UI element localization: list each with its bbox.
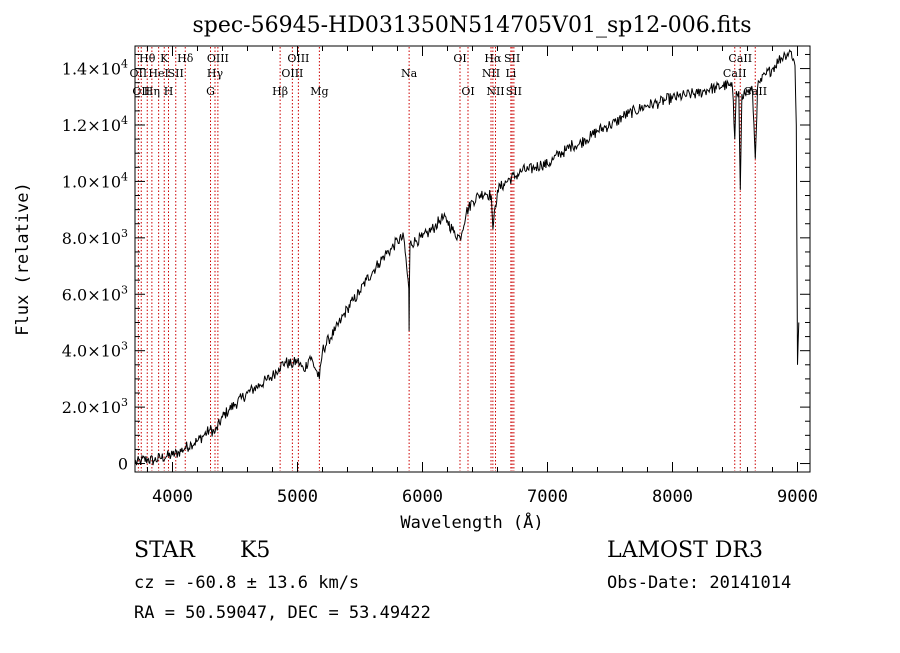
line-label: NII [482, 67, 500, 80]
x-axis-label: Wavelength (Å) [400, 511, 543, 533]
line-label: CaII [728, 52, 752, 65]
y-tick-label: 1.2×104 [62, 114, 128, 135]
line-label: Hδ [177, 52, 194, 65]
line-label: Hα [484, 52, 502, 65]
object-class: STAR [134, 538, 195, 563]
x-tick-label: 9000 [777, 487, 818, 507]
line-label: Hθ [139, 52, 156, 65]
line-label: NII [486, 85, 504, 98]
x-tick-label: 5000 [277, 487, 318, 507]
spectrum-layer [134, 49, 800, 466]
spectral-line-labels: OII OII Hθ Hη HeI K H SII Hδ G Hγ OIII Hβ OIII OIII Mg N… [130, 52, 768, 98]
y-tick-label: 2.0×103 [62, 396, 128, 417]
line-label: SII [504, 52, 520, 65]
y-tick-label: 8.0×103 [62, 227, 128, 248]
line-label: OIII [287, 52, 309, 65]
line-label: OIII [207, 52, 229, 65]
x-axis-ticks: 4000 5000 6000 7000 8000 9000 [147, 46, 818, 507]
line-label: Li [505, 67, 516, 80]
spectral-line-markers [137, 47, 756, 471]
line-label: OII [132, 85, 150, 98]
line-label: CaII [723, 67, 747, 80]
line-label: Hγ [207, 67, 224, 80]
spectrum-line [134, 49, 800, 466]
survey-name: LAMOST DR3 [607, 538, 763, 563]
y-tick-label: 1.0×104 [62, 170, 128, 191]
line-label: G [206, 85, 215, 98]
object-subclass: K5 [240, 538, 271, 563]
x-tick-label: 4000 [152, 487, 193, 507]
line-label: SII [168, 67, 184, 80]
x-tick-label: 6000 [402, 487, 443, 507]
coordinates: RA = 50.59047, DEC = 53.49422 [134, 603, 431, 623]
y-axis-ticks: 0 2.0×103 4.0×103 6.0×103 8.0×103 1.0×104 1.2×… [62, 53, 810, 474]
line-label: SII [506, 85, 522, 98]
y-tick-label: 4.0×103 [62, 340, 128, 361]
y-tick-label: 0 [118, 455, 128, 474]
line-label: Mg [310, 85, 328, 98]
y-axis-label: Flux (relative) [13, 182, 33, 336]
line-label: Hβ [272, 85, 288, 98]
line-label: Na [401, 67, 418, 80]
y-tick-label: 6.0×103 [62, 283, 128, 304]
line-label: CaII [743, 85, 767, 98]
line-label: OI [453, 52, 466, 65]
obs-date: Obs-Date: 20141014 [607, 573, 792, 593]
line-label: H [164, 85, 174, 98]
line-label: OII [130, 67, 148, 80]
x-tick-label: 7000 [527, 487, 568, 507]
y-tick-label: 1.4×104 [62, 58, 128, 79]
redshift-readout: cz = -60.8 ± 13.6 km/s [134, 573, 360, 593]
line-label: K [160, 52, 169, 65]
chart-title: spec-56945-HD031350N514705V01_sp12-006.f… [192, 13, 751, 38]
line-label: Hη [144, 85, 160, 98]
line-label: OIII [281, 67, 303, 80]
line-label: HeI [148, 67, 168, 80]
line-label: OI [461, 85, 474, 98]
x-tick-label: 8000 [652, 487, 693, 507]
